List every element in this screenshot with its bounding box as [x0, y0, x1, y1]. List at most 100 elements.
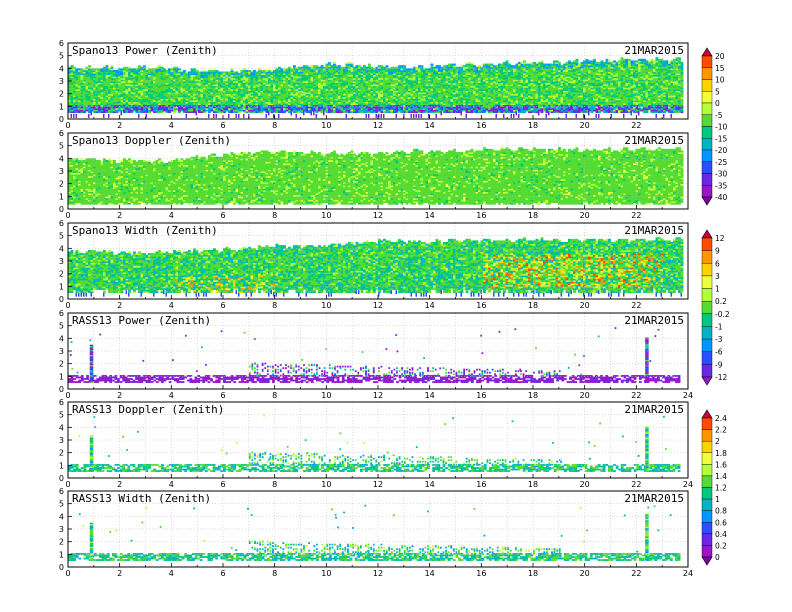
heat-cell [138, 101, 141, 104]
heat-cell [125, 106, 129, 109]
heat-cell [68, 100, 71, 102]
heat-cell [98, 95, 101, 98]
heat-cell [150, 76, 154, 79]
heat-cell [100, 69, 104, 72]
heat-cell [243, 76, 246, 79]
heat-cell [253, 73, 256, 76]
heat-cell [233, 82, 236, 85]
heat-cell [170, 76, 174, 79]
heat-cell [73, 113, 75, 118]
heat-cell [245, 96, 249, 99]
heat-cell [148, 68, 151, 71]
heat-cell [70, 104, 74, 107]
heat-cell [73, 111, 76, 114]
heat-cell [255, 85, 259, 88]
heat-cell [198, 90, 201, 93]
heat-cell [160, 101, 164, 104]
heat-cell [70, 65, 74, 68]
heat-cell [220, 111, 224, 114]
heat-cell [193, 82, 196, 85]
heat-cell [93, 73, 96, 76]
heat-cell [183, 101, 186, 104]
heat-cell [215, 71, 219, 74]
heat-cell [253, 104, 256, 107]
heat-cell [93, 93, 96, 96]
heat-cell [255, 106, 259, 109]
heat-cell [270, 87, 274, 90]
heat-cell [180, 85, 184, 88]
heat-cell [248, 79, 251, 82]
heat-cell [253, 109, 256, 112]
heat-cell [155, 101, 159, 104]
heat-cell [128, 87, 131, 90]
heat-cell [235, 98, 239, 101]
heat-cell [200, 71, 204, 74]
heat-cell [130, 92, 134, 95]
heat-cell [198, 73, 201, 76]
heat-cell [213, 96, 216, 99]
heat-cell [75, 103, 79, 106]
heat-cell [208, 82, 211, 85]
heat-cell [98, 111, 101, 114]
heat-cell [208, 98, 211, 101]
heat-cell [130, 98, 134, 101]
heat-cell [278, 93, 281, 96]
heat-cell [250, 84, 254, 87]
heat-cell [283, 88, 286, 91]
heat-cell [200, 73, 204, 76]
heat-cell [95, 68, 99, 71]
heat-cell [145, 109, 149, 112]
heat-cell [178, 71, 181, 74]
heat-cell [130, 109, 134, 112]
heat-cell [285, 107, 289, 110]
heat-cell [213, 113, 215, 118]
heat-cell [173, 87, 176, 90]
heat-cell [193, 69, 196, 72]
heat-cell [493, 65, 496, 68]
heat-cell [273, 101, 276, 104]
heat-cell [138, 68, 141, 71]
heat-cell [173, 66, 176, 69]
heat-cell [80, 90, 84, 93]
heat-cell [78, 98, 81, 101]
heat-cell [198, 95, 201, 98]
heat-cell [250, 93, 254, 96]
heat-cell [138, 73, 141, 76]
heat-cell [73, 92, 76, 95]
heat-cell [115, 107, 119, 110]
heat-cell [173, 103, 176, 106]
heat-cell [225, 104, 229, 107]
heat-cell [255, 79, 259, 82]
heat-cell [258, 95, 261, 98]
heat-cell [185, 79, 189, 82]
heat-cell [215, 88, 219, 91]
heat-cell [228, 76, 231, 79]
heat-cell [150, 96, 154, 99]
heat-cell [255, 88, 259, 91]
heat-cell [175, 82, 179, 85]
heat-cell [215, 104, 219, 107]
heat-cell [185, 76, 189, 79]
heat-cell [125, 77, 129, 80]
heat-cell [155, 107, 159, 110]
heat-cell [240, 101, 244, 104]
heat-cell [110, 68, 114, 71]
heat-cell [68, 85, 71, 88]
heat-cell [270, 73, 274, 76]
heat-cell [190, 92, 194, 95]
heat-cell [70, 96, 74, 99]
heat-cell [243, 95, 246, 98]
heat-cell [123, 92, 126, 95]
heat-cell [133, 98, 136, 101]
heat-cell [243, 111, 246, 114]
heat-cell [88, 71, 91, 74]
heat-cell [230, 103, 234, 106]
heat-cell [110, 103, 114, 106]
heat-cell [245, 88, 249, 91]
heat-cell [153, 109, 156, 112]
heat-cell [248, 81, 251, 83]
heat-cell [78, 81, 81, 83]
heat-cell [253, 81, 256, 83]
heat-cell [280, 74, 284, 77]
heat-cell [163, 68, 166, 71]
